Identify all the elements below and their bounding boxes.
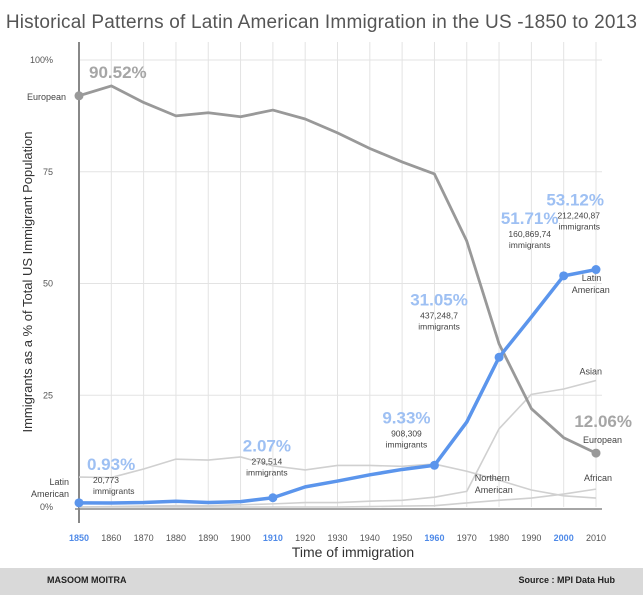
data-point-latin-american (494, 352, 504, 362)
annotation-detail: 212,240,87 (557, 211, 600, 221)
x-tick-label: 1940 (360, 533, 380, 543)
y-axis-label: Immigrants as a % of Total US Immigrant … (20, 131, 35, 432)
series-lines (74, 84, 601, 508)
annotation-percent: 12.06% (574, 412, 632, 431)
y-tick-label: 75 (43, 167, 53, 177)
series-label: European (583, 435, 622, 445)
data-point-latin-american (429, 460, 439, 470)
x-tick-label: 1880 (166, 533, 186, 543)
x-tick-label: 1910 (263, 533, 283, 543)
axes (75, 42, 602, 523)
series-labels: European Latin American Asian Northern Americ… (27, 92, 622, 499)
x-tick-label: 1870 (134, 533, 154, 543)
annotation-percent: 2.07% (243, 437, 291, 456)
series-line-asian (78, 379, 597, 508)
author-credit: MASOOM MOITRA (47, 575, 127, 585)
footer-bar: MASOOM MOITRA Source : MPI Data Hub (0, 568, 643, 595)
series-label: Latin (582, 273, 602, 283)
series-line-latin-american (78, 267, 597, 505)
annotations: 90.52%0.93%20,773immigrants2.07%279,514i… (87, 63, 632, 496)
series-line-european (78, 84, 597, 455)
annotation-detail: immigrants (246, 468, 288, 478)
x-tick-label: 2010 (586, 533, 606, 543)
series-label: American (475, 485, 513, 495)
data-point-latin-american (268, 493, 278, 503)
x-tick-label: 1950 (392, 533, 412, 543)
x-tick-label: 1920 (295, 533, 315, 543)
gridlines (79, 42, 602, 507)
data-point-latin-american (559, 271, 569, 281)
series-label: Northern (475, 473, 510, 483)
data-point-european (591, 448, 601, 458)
x-tick-label: 1960 (424, 533, 444, 543)
annotation-detail: immigrants (418, 321, 460, 331)
source-credit: Source : MPI Data Hub (518, 575, 615, 585)
annotation-percent: 31.05% (410, 290, 468, 309)
series-label: Asian (579, 366, 602, 376)
annotation-percent: 90.52% (89, 63, 147, 82)
annotation-detail: 20,773 (93, 475, 119, 485)
series-line-northern-american (78, 456, 597, 499)
y-tick-label: 0% (40, 502, 53, 512)
series-line-african (79, 488, 597, 508)
x-tick-label: 2000 (554, 533, 574, 543)
annotation-detail: 160,869,74 (508, 229, 551, 239)
chart-title: Historical Patterns of Latin American Im… (5, 12, 638, 33)
annotation-percent: 9.33% (382, 408, 430, 427)
series-label: African (584, 473, 612, 483)
series-label: American (31, 489, 69, 499)
annotation-detail: immigrants (386, 439, 428, 449)
series-label: Latin (49, 477, 69, 487)
x-tick-label: 1850 (69, 533, 89, 543)
y-tick-label: 100% (30, 55, 53, 65)
data-point-latin-american (591, 265, 601, 275)
data-point-latin-american (74, 498, 84, 508)
annotation-percent: 51.71% (501, 209, 559, 228)
annotation-detail: 437,248,7 (420, 310, 458, 320)
series-label: American (572, 285, 610, 295)
data-point-european (74, 91, 84, 101)
x-tick-label: 1930 (327, 533, 347, 543)
x-tick-label: 1860 (101, 533, 121, 543)
annotation-detail: immigrants (93, 486, 135, 496)
x-tick-label: 1900 (231, 533, 251, 543)
annotation-percent: 0.93% (87, 455, 135, 474)
x-tick-label: 1970 (457, 533, 477, 543)
tick-labels: 0% 25 50 75 100% 1850 1860 1870 1880 1890 1900 1910… (30, 55, 606, 543)
x-tick-label: 1890 (198, 533, 218, 543)
x-tick-label: 1980 (489, 533, 509, 543)
x-axis-label: Time of immigration (292, 544, 414, 560)
y-tick-label: 50 (43, 279, 53, 289)
annotation-percent: 53.12% (546, 191, 604, 210)
x-tick-label: 1990 (521, 533, 541, 543)
annotation-detail: immigrants (509, 240, 551, 250)
annotation-detail: 908,309 (391, 428, 422, 438)
series-label: European (27, 92, 66, 102)
annotation-detail: immigrants (558, 222, 600, 232)
annotation-detail: 279,514 (252, 457, 283, 467)
y-tick-label: 25 (43, 390, 53, 400)
line-chart: European Latin American Asian Northern Americ… (20, 42, 632, 560)
